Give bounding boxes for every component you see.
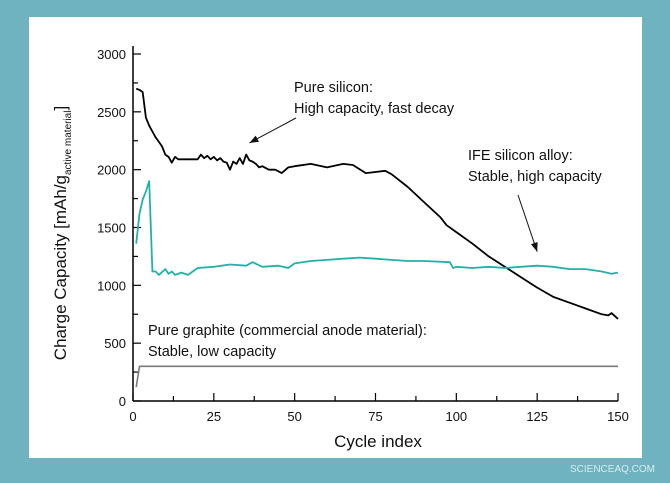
annotation-text: High capacity, fast decay: [294, 101, 455, 117]
y-tick-label: 500: [104, 336, 126, 351]
y-tick-label: 1500: [97, 221, 126, 236]
y-tick-label: 1000: [97, 278, 126, 293]
series-line-graphite: [135, 365, 618, 388]
y-axis-label: Charge Capacity [mAh/gactive material]: [51, 106, 74, 360]
y-axis-label-main: Charge Capacity [mAh/g: [51, 175, 70, 360]
series-line-alloy: [135, 180, 619, 276]
annotation-arrow: [517, 194, 538, 252]
series-line-silicon: [135, 87, 619, 320]
x-tick-label: 150: [607, 409, 629, 424]
y-tick-label: 0: [119, 394, 126, 409]
x-tick-label: 0: [129, 409, 136, 424]
watermark: SCIENCEAQ.COM: [570, 464, 655, 475]
y-tick-label: 2000: [97, 163, 126, 178]
x-tick-label: 50: [287, 409, 301, 424]
annotation-text: Stable, high capacity: [468, 169, 603, 185]
annotation-text: Pure silicon:: [294, 80, 373, 96]
arrowhead-icon: [530, 242, 538, 252]
x-tick-label: 125: [526, 409, 548, 424]
chart-panel: [29, 17, 642, 458]
y-axis-label-sub: active material: [63, 111, 74, 175]
y-tick-label: 3000: [97, 47, 126, 62]
annotation-text: Stable, low capacity: [148, 344, 277, 360]
y-tick-label: 2500: [97, 105, 126, 120]
y-axis-label-end: ]: [51, 106, 70, 111]
x-axis-label: Cycle index: [334, 432, 422, 451]
x-tick-label: 75: [368, 409, 382, 424]
x-tick-label: 25: [207, 409, 221, 424]
arrowhead-icon: [249, 135, 259, 143]
x-tick-label: 100: [445, 409, 467, 424]
annotation-text: IFE silicon alloy:: [468, 148, 573, 164]
annotation-text: Pure graphite (commercial anode material…: [148, 323, 427, 339]
